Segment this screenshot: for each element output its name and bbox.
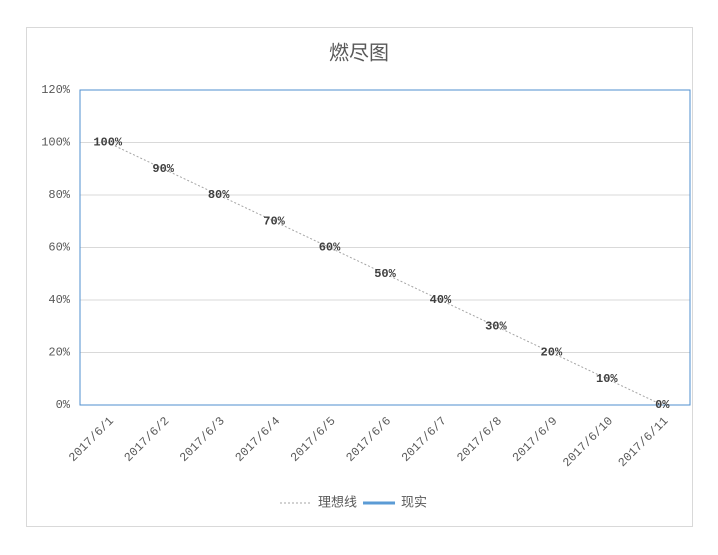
y-tick-label: 40% [48,293,70,307]
chart-title: 燃尽图 [329,41,389,65]
data-label: 10% [596,372,618,386]
data-label: 30% [485,319,507,333]
data-label: 90% [152,162,174,176]
data-label: 70% [263,214,285,228]
chart-frame [26,27,693,527]
data-label: 80% [208,188,230,202]
legend-label: 现实 [401,496,427,511]
data-label: 0% [655,398,670,412]
y-tick-label: 80% [48,188,70,202]
data-label: 100% [93,136,123,150]
data-label: 20% [541,346,563,360]
data-label: 50% [374,267,396,281]
y-tick-label: 100% [41,136,71,150]
plot-frame [79,89,691,406]
data-label: 40% [430,293,452,307]
data-label: 60% [319,241,341,255]
legend-label: 理想线 [318,495,357,511]
y-tick-label: 0% [56,398,71,412]
y-tick-label: 120% [41,83,71,97]
y-tick-label: 20% [48,346,70,360]
y-tick-label: 60% [48,241,70,255]
